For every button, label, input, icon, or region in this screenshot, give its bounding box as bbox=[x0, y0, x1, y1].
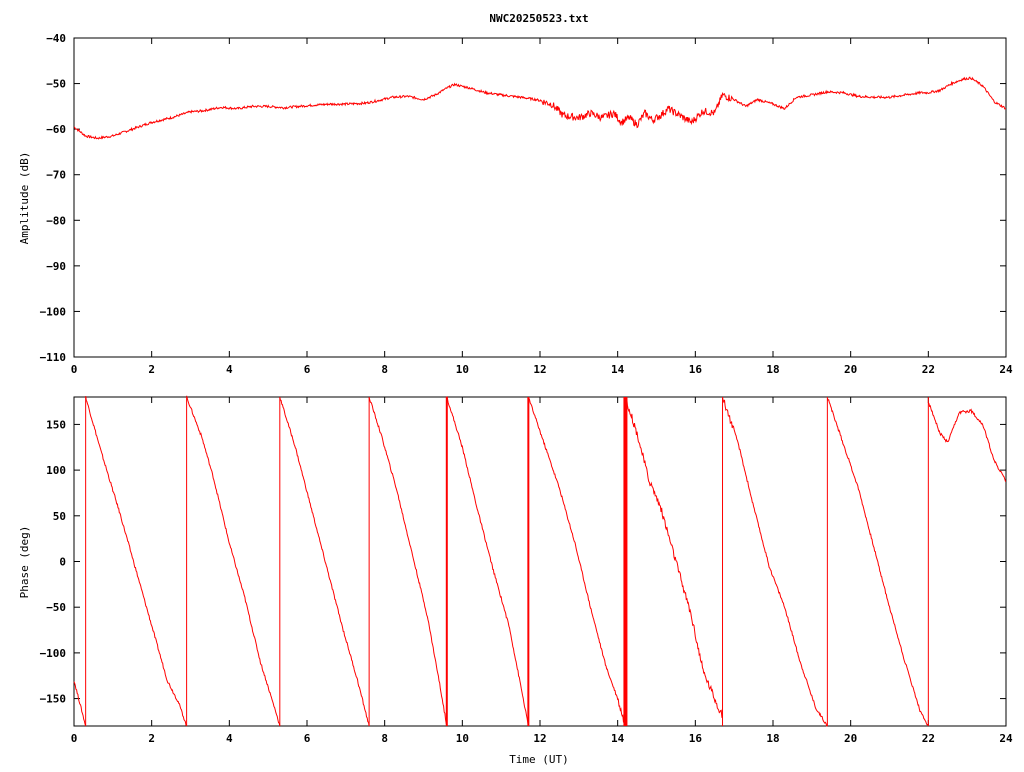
amplitude-plot-frame bbox=[73, 37, 1007, 358]
phase-series-line bbox=[446, 396, 529, 727]
y-tick-label: 100 bbox=[46, 464, 66, 477]
x-tick-label: 4 bbox=[226, 732, 233, 745]
x-tick-label: 0 bbox=[71, 732, 78, 745]
x-tick-label: 4 bbox=[226, 363, 233, 376]
x-tick-label: 0 bbox=[71, 363, 78, 376]
amplitude-y-axis-label: Amplitude (dB) bbox=[18, 152, 31, 245]
x-tick-label: 16 bbox=[689, 732, 703, 745]
x-tick-label: 20 bbox=[844, 363, 857, 376]
phase-series-line bbox=[826, 398, 929, 727]
chart-title: NWC20250523.txt bbox=[489, 12, 588, 25]
phase-series-line bbox=[73, 681, 87, 727]
amplitude-series-line bbox=[73, 76, 1007, 140]
y-tick-label: −50 bbox=[46, 78, 66, 91]
x-tick-label: 6 bbox=[304, 732, 311, 745]
amplitude-axis-ticks: 0 2 4 6 8 10 12 14 16 18 20 22 24−40−50−60−70−80−90−… bbox=[40, 32, 1013, 376]
x-tick-label: 10 bbox=[456, 363, 469, 376]
phase-series-line bbox=[528, 397, 626, 727]
x-tick-label: 20 bbox=[844, 732, 857, 745]
x-tick-label: 22 bbox=[922, 732, 935, 745]
x-tick-label: 6 bbox=[304, 363, 311, 376]
amplitude-series bbox=[73, 76, 1007, 140]
phase-plot-frame bbox=[73, 396, 1007, 727]
y-tick-label: 50 bbox=[53, 510, 66, 523]
phase-series-line bbox=[85, 396, 188, 727]
x-tick-label: 24 bbox=[999, 363, 1013, 376]
x-tick-label: 12 bbox=[533, 732, 546, 745]
y-tick-label: 150 bbox=[46, 418, 66, 431]
phase-series-line bbox=[722, 397, 828, 727]
x-tick-label: 2 bbox=[148, 732, 155, 745]
x-tick-label: 16 bbox=[689, 363, 703, 376]
phase-y-axis-label: Phase (deg) bbox=[18, 526, 31, 599]
y-tick-label: 0 bbox=[59, 556, 66, 569]
phase-series-line bbox=[186, 395, 281, 727]
phase-series-line bbox=[279, 397, 370, 727]
y-tick-label: −50 bbox=[46, 601, 66, 614]
y-tick-label: −100 bbox=[40, 305, 67, 318]
y-tick-label: −100 bbox=[40, 647, 67, 660]
y-tick-label: −80 bbox=[46, 214, 66, 227]
y-tick-label: −40 bbox=[46, 32, 66, 45]
phase-series-line bbox=[368, 397, 448, 727]
x-tick-label: 10 bbox=[456, 732, 469, 745]
y-tick-label: −150 bbox=[40, 693, 67, 706]
y-tick-label: −70 bbox=[46, 169, 66, 182]
x-tick-label: 2 bbox=[148, 363, 155, 376]
x-tick-label: 8 bbox=[381, 732, 388, 745]
y-tick-label: −90 bbox=[46, 260, 66, 273]
x-tick-label: 12 bbox=[533, 363, 546, 376]
y-tick-label: −110 bbox=[40, 351, 67, 364]
phase-axis-ticks: 0 2 4 6 8 10 12 14 16 18 20 22 24150100500−50−100−15… bbox=[40, 397, 1013, 745]
phase-series-line bbox=[624, 397, 723, 718]
phase-series-line bbox=[927, 402, 1007, 482]
x-tick-label: 14 bbox=[611, 732, 625, 745]
x-tick-label: 18 bbox=[766, 732, 779, 745]
x-tick-label: 8 bbox=[381, 363, 388, 376]
x-tick-label: 14 bbox=[611, 363, 625, 376]
phase-series bbox=[73, 395, 1007, 727]
x-tick-label: 22 bbox=[922, 363, 935, 376]
phase-x-axis-label: Time (UT) bbox=[509, 753, 569, 766]
x-tick-label: 24 bbox=[999, 732, 1013, 745]
x-tick-label: 18 bbox=[766, 363, 779, 376]
y-tick-label: −60 bbox=[46, 123, 66, 136]
